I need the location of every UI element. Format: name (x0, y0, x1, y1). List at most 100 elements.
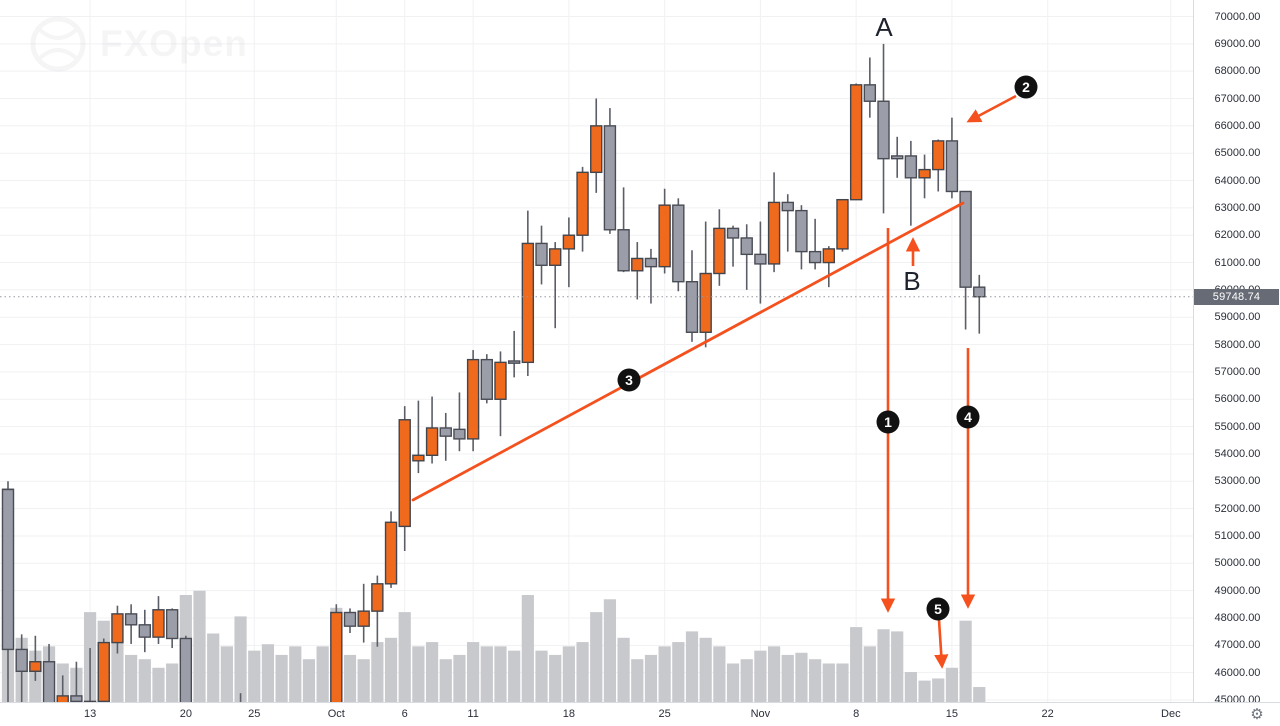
price-tick-label: 69000.00 (1214, 37, 1261, 50)
time-axis[interactable]: 13 20 25 Oct 6 11 18 25 Nov 8 15 22 Dec (0, 702, 1280, 726)
volume-bar (576, 642, 589, 702)
price-tick-label: 65000.00 (1214, 147, 1261, 160)
candles (1, 43, 986, 702)
volume-bar (494, 646, 507, 702)
volume-bar (617, 637, 630, 702)
badge-1[interactable]: 1 (876, 410, 900, 434)
date-tick-label: Oct (327, 708, 345, 720)
candle-up (713, 227, 726, 275)
date-tick-label: 11 (467, 708, 479, 720)
price-tick-label: 54000.00 (1214, 447, 1261, 460)
candle-up (384, 521, 398, 585)
date-tick-label: 8 (853, 708, 860, 720)
svg-text:2: 2 (1022, 79, 1030, 95)
price-axis[interactable]: 70000.00 69000.00 68000.00 67000.00 66000.00… (1193, 0, 1280, 706)
volume-bar (904, 672, 917, 702)
volume-bar (726, 663, 740, 702)
candle-up (56, 695, 69, 702)
candle-down (179, 637, 193, 702)
candle-down (439, 427, 452, 437)
candle-down (1, 488, 15, 651)
candle-up (521, 242, 535, 364)
badge-5[interactable]: 5 (926, 597, 950, 621)
candle-up (836, 198, 849, 250)
price-tick-label: 51000.00 (1214, 529, 1261, 542)
candle-up (932, 140, 945, 171)
volume-bar (631, 659, 644, 702)
annotation-letter-B[interactable]: B (903, 266, 920, 296)
volume-bar (945, 667, 959, 702)
candle-up (576, 171, 589, 236)
price-tick-label: 62000.00 (1214, 229, 1261, 242)
candle-up (29, 661, 42, 672)
candle-up (494, 361, 507, 400)
date-tick-label: 25 (658, 708, 671, 720)
volume-bar (644, 654, 658, 702)
candle-down (15, 648, 28, 672)
candle-down (754, 253, 767, 265)
volume-bar (863, 646, 876, 702)
trendline-drawing[interactable] (411, 201, 965, 502)
volume-bar (248, 650, 261, 702)
volume-bar (549, 654, 562, 702)
arrow-5-down[interactable] (934, 619, 949, 669)
svg-text:4: 4 (964, 409, 972, 425)
volume-bar (398, 612, 411, 702)
price-tick-label: 57000.00 (1214, 365, 1261, 378)
date-tick-label: 18 (562, 708, 575, 720)
candle-up (412, 454, 425, 462)
candle-down (603, 125, 617, 231)
candle-down (945, 140, 959, 193)
volume-bar (425, 642, 439, 702)
last-price-label: 59748.74 (1194, 288, 1279, 305)
volume-bar (261, 644, 275, 702)
candle-up (918, 168, 931, 179)
candle-down (617, 229, 630, 272)
date-tick-label: 25 (248, 708, 261, 720)
svg-text:3: 3 (625, 372, 633, 388)
volume-bar (767, 646, 781, 702)
badge-3[interactable]: 3 (617, 368, 641, 392)
volume-bar (781, 654, 794, 702)
candle-up (330, 611, 343, 702)
volume-bar (822, 663, 835, 702)
volume-bar (562, 646, 575, 702)
annotation-letter-A[interactable]: A (875, 12, 893, 42)
date-tick-label: 15 (945, 708, 959, 720)
last-price-value: 59748.74 (1212, 290, 1261, 303)
price-tick-label: 64000.00 (1214, 174, 1261, 187)
volume-bar (467, 642, 480, 702)
price-tick-label: 58000.00 (1214, 338, 1261, 351)
candle-down (959, 190, 972, 288)
volume-bar (357, 659, 370, 702)
volume-bar (521, 595, 534, 702)
candle-up (97, 641, 110, 702)
arrow-2-to-wick[interactable] (966, 94, 1017, 123)
volume-bar (535, 650, 548, 702)
candle-down (138, 624, 152, 638)
settings-gear-icon[interactable]: ⚙ (1250, 706, 1264, 723)
volume-bar (685, 631, 699, 702)
candle-down (644, 257, 658, 268)
candle-down (480, 358, 493, 400)
price-tick-label: 59000.00 (1214, 311, 1261, 324)
candle-up (371, 583, 384, 612)
candle-down (165, 609, 179, 640)
candle-up (767, 201, 781, 265)
volume-pane (1, 488, 986, 702)
candle-up (425, 427, 439, 457)
volume-bar (918, 680, 931, 702)
badge-2[interactable]: 2 (1014, 75, 1038, 99)
candle-up (466, 358, 480, 440)
volume-bar (220, 646, 233, 702)
candle-down (795, 209, 808, 253)
price-tick-label: 52000.00 (1214, 502, 1261, 515)
candle-down (42, 661, 56, 702)
candle-down (877, 100, 890, 160)
price-tick-label: 67000.00 (1214, 92, 1261, 105)
svg-text:5: 5 (934, 601, 942, 617)
date-tick-label: Dec (1161, 708, 1181, 720)
badge-4[interactable]: 4 (956, 405, 980, 429)
volume-bar (453, 654, 466, 702)
